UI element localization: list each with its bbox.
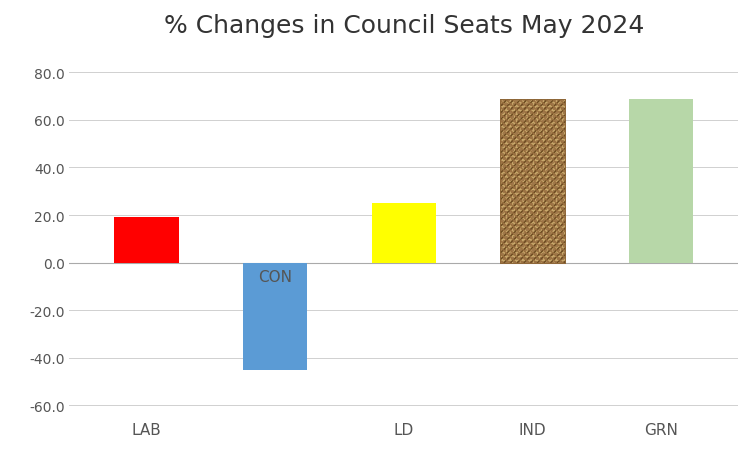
Text: CON: CON [258,269,293,284]
Bar [114,218,179,263]
Bar [500,99,565,263]
Title: % Changes in Council Seats May 2024: % Changes in Council Seats May 2024 [164,14,644,38]
Bar [500,99,565,263]
Bar [500,99,565,263]
Bar [500,99,565,263]
Bar [243,263,308,370]
Bar [500,99,565,263]
Bar [371,204,436,263]
Bar [629,99,693,263]
